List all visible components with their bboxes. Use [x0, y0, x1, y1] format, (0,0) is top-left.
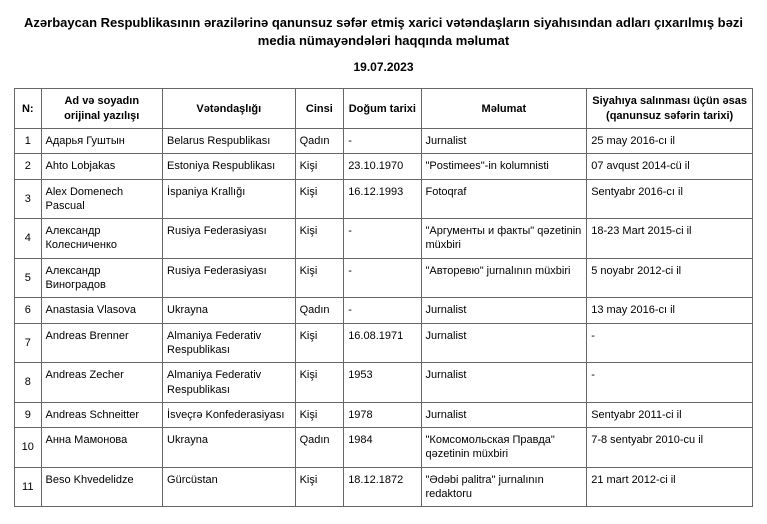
cell-dob: -: [344, 298, 421, 323]
cell-dob: -: [344, 128, 421, 153]
cell-n: 2: [15, 154, 42, 179]
cell-dob: 1978: [344, 402, 421, 427]
cell-gender: Kişi: [295, 154, 344, 179]
table-row: 9Andreas Schneitterİsveçrə Konfederasiya…: [15, 402, 753, 427]
cell-nationality: İspaniya Krallığı: [163, 179, 296, 219]
col-header-info: Məlumat: [421, 89, 587, 129]
cell-gender: Kişi: [295, 323, 344, 363]
table-row: 6Anastasia VlasovaUkraynaQadın-Jurnalist…: [15, 298, 753, 323]
cell-nationality: Estoniya Respublikası: [163, 154, 296, 179]
cell-date: 21 mart 2012-ci il: [587, 467, 753, 507]
table-row: 2Ahto LobjakasEstoniya RespublikasıKişi2…: [15, 154, 753, 179]
data-table: N: Ad və soyadın orijinal yazılışı Vətən…: [14, 88, 753, 507]
cell-name: Alex Domenech Pascual: [41, 179, 163, 219]
cell-name: Анна Мамонова: [41, 428, 163, 468]
cell-date: 13 may 2016-cı il: [587, 298, 753, 323]
cell-n: 7: [15, 323, 42, 363]
cell-nationality: İsveçrə Konfederasiyası: [163, 402, 296, 427]
cell-name: Адарья Гуштын: [41, 128, 163, 153]
cell-info: "Аргументы и факты" qəzetinin müxbiri: [421, 219, 587, 259]
cell-nationality: Gürcüstan: [163, 467, 296, 507]
cell-n: 5: [15, 258, 42, 298]
cell-gender: Qadın: [295, 428, 344, 468]
cell-name: Anastasia Vlasova: [41, 298, 163, 323]
table-row: 7Andreas BrennerAlmaniya Federativ Respu…: [15, 323, 753, 363]
cell-n: 1: [15, 128, 42, 153]
cell-n: 3: [15, 179, 42, 219]
cell-dob: -: [344, 258, 421, 298]
cell-info: Jurnalist: [421, 128, 587, 153]
cell-dob: 18.12.1872: [344, 467, 421, 507]
cell-date: 5 noyabr 2012-ci il: [587, 258, 753, 298]
cell-info: Jurnalist: [421, 363, 587, 403]
document-date: 19.07.2023: [14, 60, 753, 74]
cell-info: Fotoqraf: [421, 179, 587, 219]
cell-nationality: Almaniya Federativ Respublikası: [163, 323, 296, 363]
cell-date: 25 may 2016-cı il: [587, 128, 753, 153]
table-row: 5Александр ВиноградовRusiya Federasiyası…: [15, 258, 753, 298]
cell-gender: Kişi: [295, 219, 344, 259]
cell-dob: 23.10.1970: [344, 154, 421, 179]
cell-date: Sentyabr 2016-cı il: [587, 179, 753, 219]
cell-n: 8: [15, 363, 42, 403]
cell-name: Ahto Lobjakas: [41, 154, 163, 179]
cell-info: "Авторевю" jurnalının müxbiri: [421, 258, 587, 298]
cell-dob: 1953: [344, 363, 421, 403]
cell-nationality: Ukrayna: [163, 428, 296, 468]
col-header-nationality: Vətəndaşlığı: [163, 89, 296, 129]
table-row: 4Александр КолесниченкоRusiya Federasiya…: [15, 219, 753, 259]
cell-name: Александр Колесниченко: [41, 219, 163, 259]
page-title: Azərbaycan Respublikasının ərazilərinə q…: [14, 14, 753, 50]
cell-info: Jurnalist: [421, 323, 587, 363]
cell-date: 7-8 sentyabr 2010-cu il: [587, 428, 753, 468]
cell-name: Andreas Brenner: [41, 323, 163, 363]
cell-info: "Ədəbi palitra" jurnalının redaktoru: [421, 467, 587, 507]
cell-gender: Kişi: [295, 363, 344, 403]
cell-gender: Kişi: [295, 467, 344, 507]
cell-date: 18-23 Mart 2015-ci il: [587, 219, 753, 259]
cell-dob: 16.08.1971: [344, 323, 421, 363]
cell-gender: Kişi: [295, 179, 344, 219]
cell-date: -: [587, 323, 753, 363]
cell-nationality: Almaniya Federativ Respublikası: [163, 363, 296, 403]
cell-name: Beso Khvedelidze: [41, 467, 163, 507]
cell-date: 07 avqust 2014-cü il: [587, 154, 753, 179]
cell-n: 6: [15, 298, 42, 323]
cell-gender: Kişi: [295, 402, 344, 427]
col-header-gender: Cinsi: [295, 89, 344, 129]
cell-nationality: Rusiya Federasiyası: [163, 219, 296, 259]
cell-date: -: [587, 363, 753, 403]
cell-dob: 1984: [344, 428, 421, 468]
col-header-dob: Doğum tarixi: [344, 89, 421, 129]
col-header-reason: Siyahıya salınması üçün əsas (qanunsuz s…: [587, 89, 753, 129]
cell-gender: Qadın: [295, 128, 344, 153]
cell-n: 9: [15, 402, 42, 427]
cell-dob: -: [344, 219, 421, 259]
cell-name: Andreas Zecher: [41, 363, 163, 403]
col-header-name: Ad və soyadın orijinal yazılışı: [41, 89, 163, 129]
cell-info: Jurnalist: [421, 402, 587, 427]
table-row: 8Andreas ZecherAlmaniya Federativ Respub…: [15, 363, 753, 403]
cell-nationality: Ukrayna: [163, 298, 296, 323]
cell-dob: 16.12.1993: [344, 179, 421, 219]
cell-name: Александр Виноградов: [41, 258, 163, 298]
table-row: 10Анна МамоноваUkraynaQadın1984"Комсомол…: [15, 428, 753, 468]
cell-n: 11: [15, 467, 42, 507]
cell-gender: Qadın: [295, 298, 344, 323]
table-header-row: N: Ad və soyadın orijinal yazılışı Vətən…: [15, 89, 753, 129]
cell-date: Sentyabr 2011-ci il: [587, 402, 753, 427]
cell-n: 4: [15, 219, 42, 259]
cell-nationality: Belarus Respublikası: [163, 128, 296, 153]
table-row: 1Адарья ГуштынBelarus RespublikasıQadın-…: [15, 128, 753, 153]
cell-info: "Postimees"-in kolumnisti: [421, 154, 587, 179]
cell-nationality: Rusiya Federasiyası: [163, 258, 296, 298]
cell-name: Andreas Schneitter: [41, 402, 163, 427]
cell-n: 10: [15, 428, 42, 468]
cell-info: "Комсомольская Правда" qəzetinin müxbiri: [421, 428, 587, 468]
table-row: 11Beso KhvedelidzeGürcüstanKişi18.12.187…: [15, 467, 753, 507]
cell-info: Jurnalist: [421, 298, 587, 323]
table-row: 3Alex Domenech Pascualİspaniya KrallığıK…: [15, 179, 753, 219]
cell-gender: Kişi: [295, 258, 344, 298]
col-header-n: N:: [15, 89, 42, 129]
